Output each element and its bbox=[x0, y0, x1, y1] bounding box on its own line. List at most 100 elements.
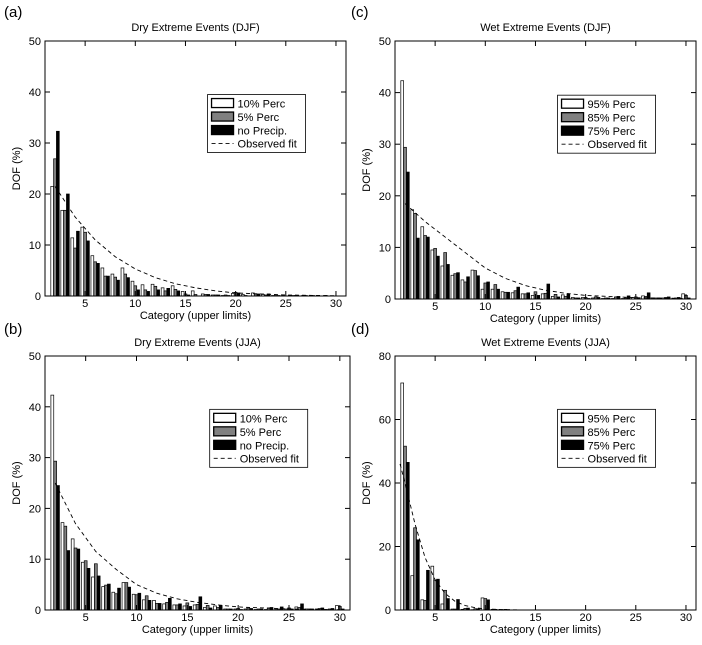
x-tick-label: 15 bbox=[181, 612, 193, 624]
bar bbox=[486, 281, 490, 300]
x-tick-label: 15 bbox=[529, 301, 541, 313]
legend-label: 75% Perc bbox=[588, 440, 636, 452]
bar bbox=[70, 538, 75, 611]
bar bbox=[106, 275, 110, 297]
bar bbox=[410, 209, 415, 300]
bar bbox=[131, 593, 136, 611]
bar bbox=[456, 272, 460, 300]
bar bbox=[126, 277, 130, 297]
plot-frame bbox=[44, 355, 351, 611]
legend-label: Observed fit bbox=[238, 139, 297, 151]
bar bbox=[188, 606, 192, 611]
bar bbox=[466, 276, 470, 300]
y-tick-label: 50 bbox=[379, 36, 391, 48]
legend-label: 85% Perc bbox=[588, 427, 636, 439]
y-tick-label: 10 bbox=[29, 240, 41, 252]
panel-a: (a) Dry Extreme Events (DJF) 0 10 20 30 40 50 5 1… bbox=[4, 4, 347, 322]
bar bbox=[153, 285, 158, 297]
y-tick-label: 60 bbox=[379, 415, 391, 427]
bar bbox=[443, 589, 447, 611]
bar bbox=[420, 599, 425, 611]
bar bbox=[63, 209, 67, 297]
bar bbox=[114, 593, 118, 611]
y-tick-label: 20 bbox=[379, 191, 391, 203]
bar bbox=[493, 284, 498, 300]
x-tick-label: 20 bbox=[230, 298, 242, 310]
fit-line bbox=[404, 203, 686, 299]
bar bbox=[546, 283, 551, 300]
y-axis-label: DOF (%) bbox=[11, 147, 23, 190]
bar bbox=[156, 289, 160, 297]
bar bbox=[426, 236, 430, 300]
x-axis-label: Category (upper limits) bbox=[140, 310, 251, 322]
legend-label: 95% Perc bbox=[588, 413, 636, 425]
bar bbox=[486, 599, 490, 611]
bar bbox=[460, 279, 465, 300]
bar bbox=[476, 275, 480, 300]
panel-label: (d) bbox=[351, 321, 369, 338]
bar bbox=[94, 563, 98, 611]
x-tick-label: 10 bbox=[479, 612, 491, 624]
bar bbox=[446, 598, 450, 611]
bar bbox=[160, 287, 165, 297]
bar bbox=[430, 249, 435, 300]
y-tick-label: 10 bbox=[29, 554, 41, 566]
legend-label: Observed fit bbox=[588, 139, 647, 151]
x-tick-label: 25 bbox=[280, 298, 292, 310]
bar bbox=[127, 586, 131, 611]
bar bbox=[140, 284, 145, 297]
legend-label: Observed fit bbox=[240, 453, 299, 465]
bar bbox=[450, 274, 455, 300]
bar bbox=[76, 230, 80, 297]
y-tick-label: 0 bbox=[385, 294, 391, 306]
legend-label: 5% Perc bbox=[238, 112, 280, 124]
legend-swatch bbox=[560, 439, 585, 450]
legend-label: 10% Perc bbox=[238, 99, 286, 111]
y-tick-label: 20 bbox=[379, 542, 391, 554]
bar bbox=[213, 605, 217, 611]
bar bbox=[83, 231, 87, 297]
bar bbox=[192, 604, 197, 611]
x-tick-label: 5 bbox=[82, 298, 88, 310]
bar bbox=[91, 576, 95, 611]
chart-title: Wet Extreme Events (JJA) bbox=[481, 337, 610, 349]
bar bbox=[530, 295, 535, 300]
bar bbox=[155, 603, 159, 611]
x-tick-label: 10 bbox=[479, 301, 491, 313]
bar bbox=[56, 485, 60, 611]
legend-label: 5% Perc bbox=[240, 427, 282, 439]
bar bbox=[73, 247, 77, 297]
bar bbox=[143, 289, 148, 297]
y-tick-label: 40 bbox=[29, 402, 41, 414]
bar bbox=[516, 286, 520, 300]
legend-label: no Precip. bbox=[240, 440, 290, 452]
legend-swatch bbox=[560, 426, 585, 437]
bar bbox=[496, 288, 500, 300]
bar bbox=[165, 602, 169, 611]
bar bbox=[410, 575, 415, 611]
bar bbox=[480, 288, 485, 300]
bar bbox=[553, 294, 558, 300]
fit-line bbox=[54, 186, 336, 297]
bar bbox=[400, 80, 404, 300]
legend-swatch bbox=[560, 112, 585, 123]
bar bbox=[157, 603, 162, 611]
panel-label: (a) bbox=[4, 4, 22, 21]
bar bbox=[423, 600, 427, 611]
x-tick-label: 30 bbox=[330, 298, 342, 310]
bar bbox=[403, 445, 407, 611]
bar bbox=[137, 592, 142, 611]
bar bbox=[60, 522, 65, 611]
bar bbox=[406, 462, 410, 611]
bar bbox=[81, 561, 85, 611]
y-axis-label: DOF (%) bbox=[11, 461, 23, 504]
x-tick-label: 25 bbox=[630, 612, 642, 624]
bar bbox=[90, 255, 95, 297]
bar bbox=[53, 158, 57, 297]
x-tick-label: 10 bbox=[130, 612, 142, 624]
bar bbox=[526, 292, 531, 300]
bar bbox=[147, 599, 152, 611]
bar bbox=[101, 586, 105, 611]
panel-d: (d) Wet Extreme Events (JJA) 0 20 40 60 80 5 10 1… bbox=[351, 321, 697, 636]
